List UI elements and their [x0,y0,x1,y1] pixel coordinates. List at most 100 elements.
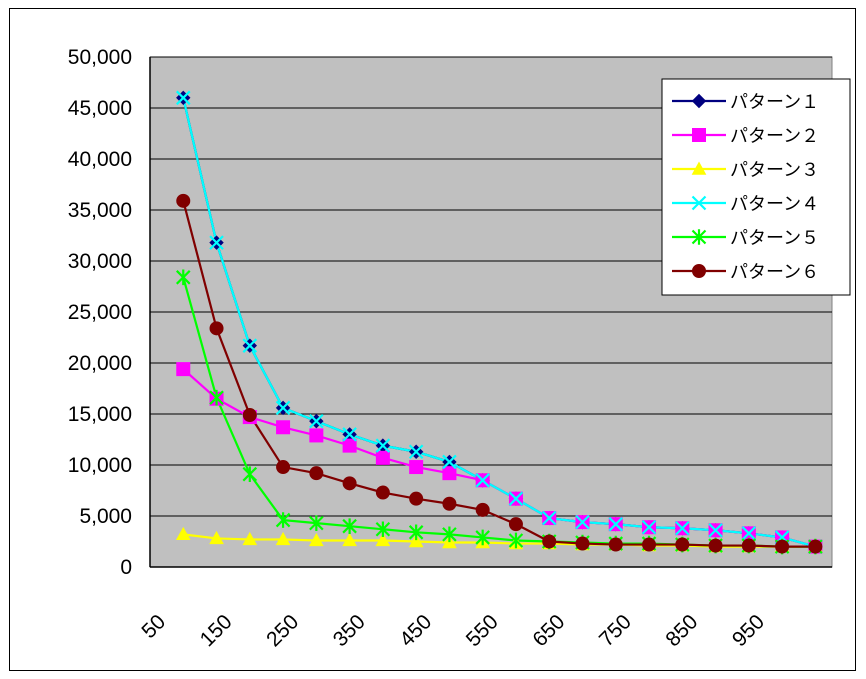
x-tick-label: 850 [661,610,702,651]
series-6-point [176,193,191,208]
series-4-point [675,520,690,536]
series-6-point [409,491,424,506]
series-2-point [176,362,191,377]
legend-label: パターン４ [730,194,819,215]
series-5-point [242,466,258,482]
series-4-point [508,491,524,506]
series-5-point [309,515,324,531]
y-tick-label: 45,000 [68,97,132,120]
x-axis-tick-labels: 50 150 250 350 450 550 650 750 850 950 [137,610,769,651]
y-tick-label: 40,000 [68,148,132,171]
series-6-point [342,476,357,491]
series-6-point [775,539,790,554]
legend-box [661,78,851,296]
series-6-point [508,517,523,532]
series-4-point [641,519,657,535]
legend-label: パターン１ [730,92,819,113]
y-axis-tick-labels: 0 5,000 10,000 15,000 20,000 25,000 30,000 35,0… [68,46,132,579]
series-4-point [309,413,324,429]
series-3-point [275,531,291,546]
series-2-point [442,466,457,481]
y-tick-label: 0 [120,556,132,579]
series-6-point [375,485,390,500]
series-5-point [175,269,191,286]
line-chart: 0 5,000 10,000 15,000 20,000 25,000 30,000 35,0… [68,46,851,651]
y-tick-label: 20,000 [68,352,132,375]
series-2-point [375,450,390,465]
series-3-point [375,532,391,547]
legend-marker [691,229,707,245]
legend-marker [692,128,706,142]
series-5-point [442,526,457,543]
legend-label: パターン３ [730,160,819,181]
series-6-point [276,460,291,475]
x-tick-label: 50 [137,610,170,643]
legend-marker [692,264,706,278]
x-tick-label: 750 [595,610,636,651]
legend-marker [691,93,707,109]
y-tick-label: 30,000 [68,250,132,273]
series-6-point [675,537,690,552]
series-2-point [342,438,357,453]
series-4-point [408,444,424,460]
series-4-point [442,454,457,470]
series-3-point [242,531,258,546]
series-6-point [575,536,590,551]
series-5-point [375,521,391,538]
series-3-point [408,533,424,548]
series-6-point [708,538,723,553]
legend-label: パターン５ [730,228,819,249]
x-tick-label: 250 [262,610,303,651]
y-tick-label: 50,000 [68,46,132,69]
x-tick-label: 550 [462,610,503,651]
x-tick-label: 450 [395,610,436,651]
series-5-point [475,529,490,546]
legend-label: パターン２ [730,126,819,147]
series-4-point [209,235,224,250]
x-tick-label: 950 [728,610,769,651]
series-6-point [642,537,657,552]
series-2-point [409,460,424,475]
series-6-point [242,408,257,423]
series-4-point [175,90,191,106]
series-4-point [375,438,391,453]
series-5-point [209,389,224,406]
legend: パターン１ パターン２ パターン３ パターン４ パターン５ パターン６ [661,78,851,296]
series-3-point [175,526,191,541]
series-4-point [575,514,590,530]
series-4-point [608,516,624,532]
series-6-point [608,537,623,552]
series-4-point [475,473,490,488]
series-6-point [542,534,557,549]
chart-area: 0 5,000 10,000 15,000 20,000 25,000 30,000 35,0… [9,8,856,671]
series-6-point [442,496,457,511]
series-4-point [741,526,757,541]
series-4-point [275,400,291,416]
series-6-point [808,539,823,554]
series-5-point [508,532,524,549]
y-tick-label: 10,000 [68,454,132,477]
y-tick-label: 25,000 [68,301,132,324]
legend-marker [691,195,707,211]
y-tick-label: 35,000 [68,199,132,222]
x-tick-label: 350 [329,610,370,651]
y-tick-label: 15,000 [68,403,132,426]
series-markers [175,90,823,555]
series-4-point [708,523,723,538]
x-tick-label: 150 [196,610,237,651]
series-5-point [275,512,291,528]
series-4-point [342,427,357,442]
series-2-point [276,420,291,435]
series-5-point [342,518,357,534]
legend-marker [691,161,707,175]
series-5-point [408,524,424,541]
series-3-point [342,532,357,547]
series-6-point [209,321,224,336]
series-4-point [242,338,258,353]
series-4-point [541,510,557,526]
series-6-point [475,502,490,517]
legend-label: パターン６ [730,262,819,283]
series-2-point [309,428,324,443]
y-tick-label: 5,000 [79,505,132,528]
series-3-point [308,532,324,547]
